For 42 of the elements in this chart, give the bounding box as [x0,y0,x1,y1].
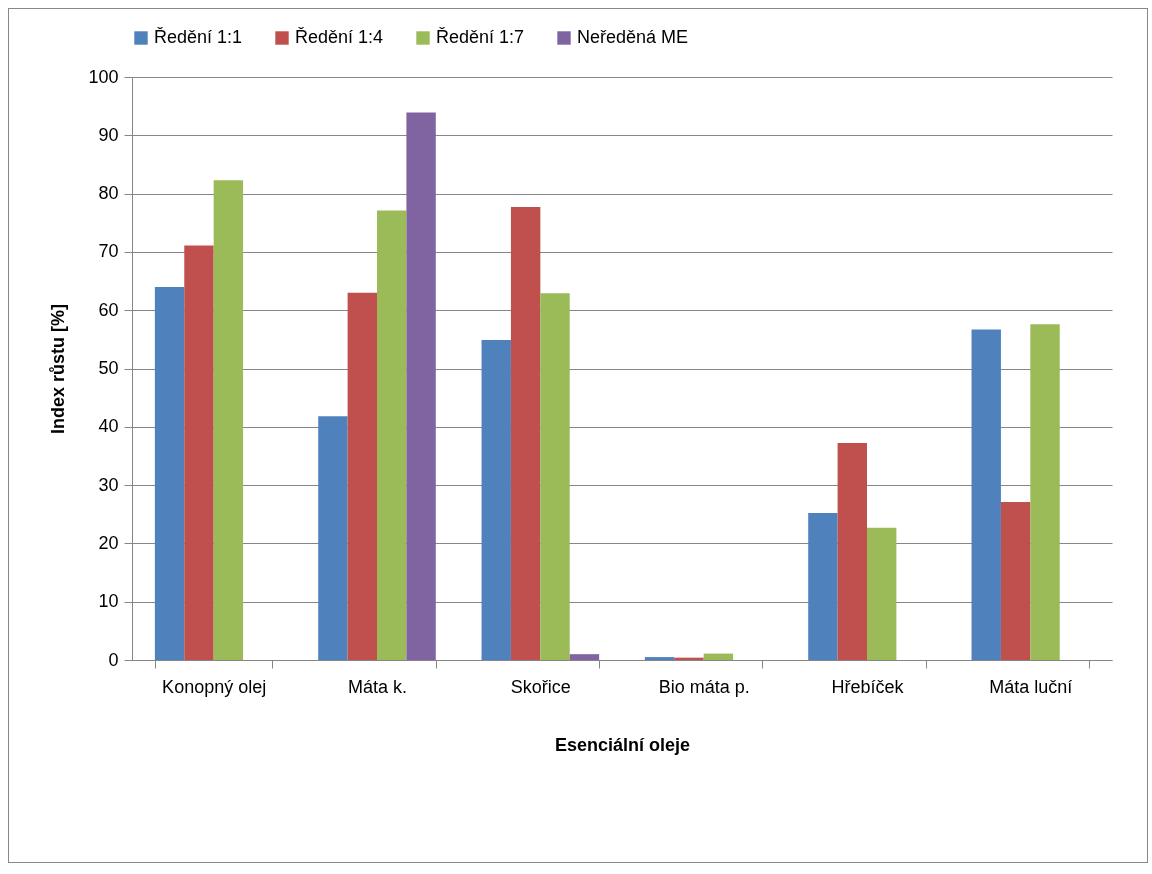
bar [184,245,214,660]
bar [540,293,570,660]
y-tick-label: 80 [98,183,119,204]
x-tick-label: Hřebíček [831,676,905,697]
bar [1000,502,1031,660]
legend-label: Ředění 1:7 [436,27,525,47]
x-tick-label: Máta luční [989,676,1073,697]
x-tick-label: Bio máta p. [658,676,750,697]
y-tick-label: 10 [98,591,119,612]
bar [347,292,377,660]
bar [703,653,734,660]
x-axis-title: Esenciální oleje [554,734,691,755]
y-tick-label: 50 [98,358,119,378]
bar [808,513,838,660]
x-tick-label: Máta k. [347,676,408,697]
bar [837,443,867,660]
x-tick-label: Skořice [510,676,571,697]
bar [971,329,1001,660]
bar [213,180,244,660]
legend-label: Ředění 1:1 [154,27,243,47]
bar [406,112,436,660]
y-axis-title: Index růstu [%] [48,303,69,435]
bar [481,339,511,660]
bar [318,416,348,660]
y-tick-label: 40 [98,416,119,437]
y-tick-label: 70 [98,241,119,262]
y-tick-label: 100 [88,66,119,87]
y-tick-label: 90 [98,124,119,145]
legend-label: Ředění 1:4 [295,27,384,47]
bar [867,527,897,660]
y-tick-label: 60 [98,299,119,320]
y-tick-label: 0 [108,649,119,670]
x-tick-label: Konopný olej [162,676,267,697]
bar [569,654,600,660]
bar [644,657,675,660]
legend-label: Neředěná ME [577,27,689,47]
bar [377,210,407,660]
bar [510,207,541,660]
bar [154,286,185,660]
bar [1030,324,1060,660]
y-tick-label: 20 [98,532,119,553]
y-tick-label: 30 [98,474,119,495]
